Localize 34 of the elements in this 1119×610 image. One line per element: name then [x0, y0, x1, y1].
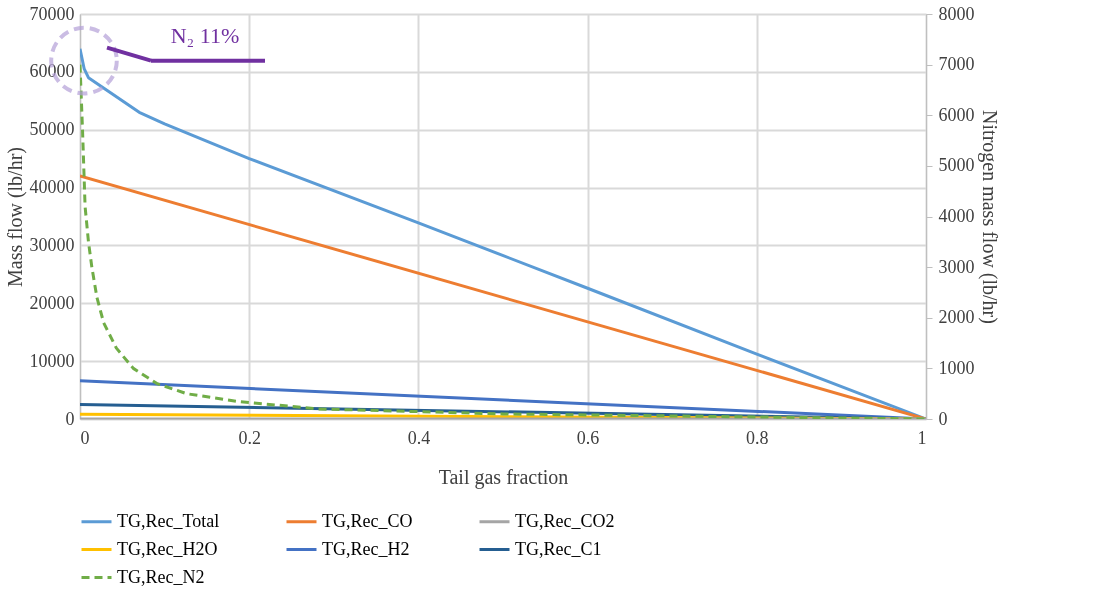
x-tick-label: 0.2	[238, 427, 261, 448]
y-tick-label: 50000	[29, 119, 75, 140]
y2-tick-label: 3000	[938, 256, 975, 277]
y2-tick-label: 7000	[938, 54, 975, 75]
x-tick-label: 0.8	[746, 427, 769, 448]
y-tick-label: 60000	[29, 61, 75, 82]
legend-label: TG,Rec_H2	[322, 538, 410, 559]
legend-label: TG,Rec_H2O	[117, 538, 218, 559]
annotation: N₂ 11%	[170, 22, 240, 48]
x-tick-label: 0.4	[407, 427, 431, 448]
legend-label: TG,Rec_Total	[117, 510, 220, 531]
y-tick-label: 30000	[29, 234, 75, 255]
y-tick-label: 20000	[29, 292, 75, 313]
y2-tick-label: 2000	[938, 307, 975, 328]
x-tick-label: 0	[80, 427, 90, 448]
y2-tick-label: 4000	[938, 206, 975, 226]
y2-tick-label: 5000	[938, 155, 975, 176]
y-tick-label: 10000	[29, 350, 75, 371]
legend-label: TG,Rec_CO2	[515, 510, 615, 531]
y-axis-title: Mass flow (lb/hr)	[3, 147, 27, 287]
legend-label: TG,Rec_C1	[515, 538, 602, 559]
x-tick-label: 0.6	[576, 427, 600, 448]
y-tick-label: 70000	[29, 3, 75, 24]
legend-label: TG,Rec_CO	[322, 510, 413, 531]
y-tick-label: 0	[65, 408, 75, 429]
y2-axis-title: Nitrogen mass flow (lb/hr)	[977, 110, 1001, 324]
y2-tick-label: 1000	[938, 357, 975, 378]
y2-tick-label: 8000	[938, 3, 975, 24]
x-tick-label: 1	[917, 427, 927, 448]
legend-label: TG,Rec_N2	[117, 566, 205, 587]
y2-tick-label: 0	[938, 408, 948, 429]
x-axis-title: Tail gas fraction	[438, 465, 569, 489]
y2-tick-label: 6000	[938, 104, 975, 125]
y-tick-label: 40000	[29, 177, 75, 198]
